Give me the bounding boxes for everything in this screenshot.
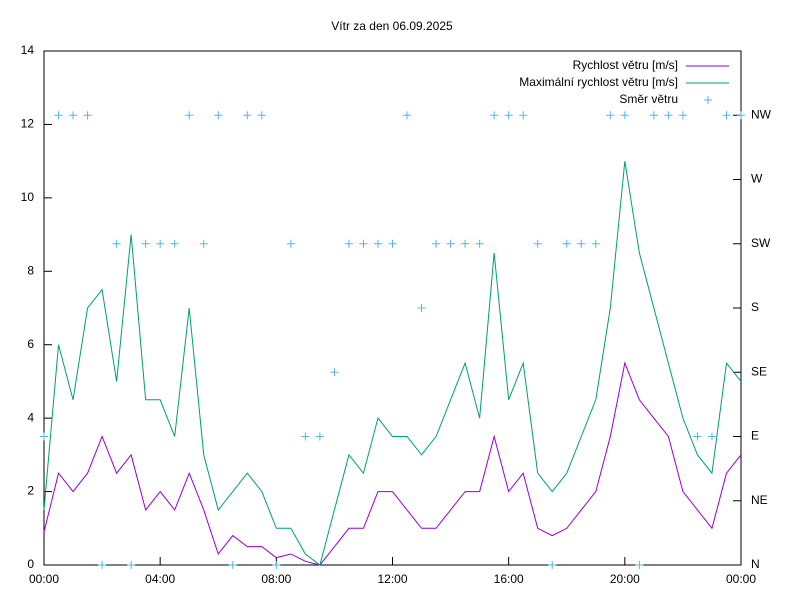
y-tick-label: 0 xyxy=(27,557,34,571)
direction-point xyxy=(446,239,455,248)
direction-point xyxy=(257,111,266,120)
direction-point xyxy=(228,561,237,569)
y-tick-label: 14 xyxy=(21,43,35,57)
y-tick-label: 6 xyxy=(27,337,34,351)
y2-tick-label: E xyxy=(751,429,759,443)
y-tick-label: 8 xyxy=(27,263,34,277)
direction-point xyxy=(185,111,194,120)
x-tick-label: 20:00 xyxy=(610,572,640,586)
direction-point xyxy=(69,111,78,120)
direction-point xyxy=(519,111,528,120)
direction-point xyxy=(417,304,426,312)
y-tick-label: 4 xyxy=(27,410,34,424)
direction-point xyxy=(707,432,716,441)
direction-point xyxy=(83,111,92,120)
direction-point xyxy=(548,561,557,569)
legend-label: Maximální rychlost větru [m/s] xyxy=(519,75,678,89)
y2-tick-label: SE xyxy=(751,364,767,378)
y2-tick-label: SW xyxy=(751,236,771,250)
y2-tick-label: NE xyxy=(751,493,768,507)
direction-point xyxy=(606,111,615,120)
direction-point xyxy=(344,239,353,248)
direction-point xyxy=(359,239,368,248)
direction-point xyxy=(54,111,63,120)
direction-point xyxy=(562,239,571,248)
y-tick-label: 10 xyxy=(21,190,35,204)
direction-point xyxy=(664,111,673,120)
y2-tick-label: NW xyxy=(751,107,772,121)
y2-tick-label: N xyxy=(751,557,760,571)
x-tick-label: 04:00 xyxy=(145,572,175,586)
legend-label: Rychlost větru [m/s] xyxy=(573,58,678,72)
y-tick-label: 12 xyxy=(21,117,35,131)
direction-point xyxy=(315,432,324,441)
direction-point xyxy=(635,561,644,569)
direction-point xyxy=(620,111,629,120)
direction-point xyxy=(330,368,339,377)
direction-point xyxy=(403,111,412,120)
direction-point xyxy=(591,239,600,248)
direction-point xyxy=(678,111,687,120)
direction-point xyxy=(693,432,702,441)
chart-title: Vítr za den 06.09.2025 xyxy=(331,19,453,33)
direction-point xyxy=(301,432,310,441)
direction-point xyxy=(141,239,150,248)
x-tick-label: 00:00 xyxy=(726,572,756,586)
direction-point xyxy=(388,239,397,248)
x-tick-label: 08:00 xyxy=(261,572,291,586)
direction-point xyxy=(475,239,484,248)
direction-point xyxy=(373,239,382,248)
series-line xyxy=(43,161,742,566)
y-tick-label: 2 xyxy=(27,484,34,498)
direction-point xyxy=(98,561,107,569)
direction-point xyxy=(490,111,499,120)
direction-point xyxy=(40,432,48,441)
direction-point xyxy=(737,111,745,120)
plot-border xyxy=(43,50,742,566)
direction-point xyxy=(533,239,542,248)
direction-point xyxy=(156,239,165,248)
y2-tick-label: W xyxy=(751,172,763,186)
direction-point xyxy=(577,239,586,248)
series-line xyxy=(43,361,742,566)
direction-point xyxy=(722,111,731,120)
x-tick-label: 00:00 xyxy=(29,572,59,586)
legend-label: Směr větru xyxy=(619,92,678,106)
direction-point xyxy=(170,239,179,248)
direction-point xyxy=(214,111,223,120)
direction-point xyxy=(649,111,658,120)
direction-point xyxy=(127,561,136,569)
direction-point xyxy=(432,239,441,248)
direction-point xyxy=(272,561,281,569)
y2-tick-label: S xyxy=(751,300,759,314)
x-tick-label: 12:00 xyxy=(377,572,407,586)
direction-point xyxy=(112,239,121,248)
direction-point xyxy=(243,111,252,120)
x-tick-label: 16:00 xyxy=(494,572,524,586)
direction-point xyxy=(461,239,470,248)
direction-point xyxy=(199,239,208,248)
legend-point xyxy=(704,96,712,104)
direction-point xyxy=(286,239,295,248)
direction-point xyxy=(504,111,513,120)
